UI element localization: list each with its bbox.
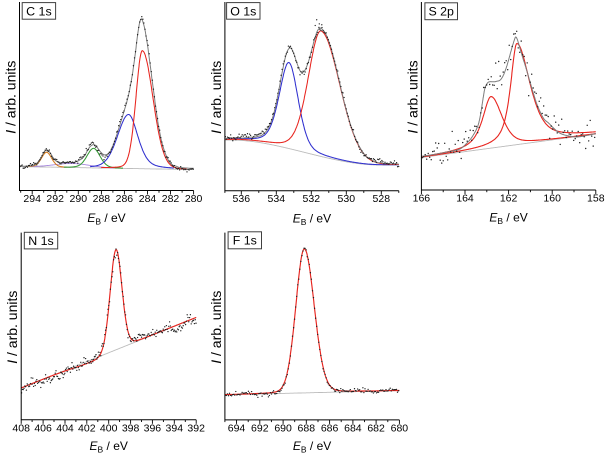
svg-text:686: 686 <box>321 422 339 434</box>
svg-text:694: 694 <box>228 422 246 434</box>
svg-text:290: 290 <box>70 193 88 205</box>
svg-text:EB / eV: EB / eV <box>489 211 527 227</box>
svg-text:692: 692 <box>251 422 269 434</box>
svg-text:O 1s: O 1s <box>230 4 256 18</box>
svg-text:528: 528 <box>373 193 391 205</box>
svg-text:166: 166 <box>413 193 431 205</box>
svg-text:I / arb. units: I / arb. units <box>3 61 19 134</box>
svg-text:I / arb. units: I / arb. units <box>208 291 224 364</box>
svg-text:282: 282 <box>162 193 180 205</box>
svg-text:284: 284 <box>139 193 157 205</box>
svg-text:398: 398 <box>122 422 140 434</box>
svg-text:690: 690 <box>274 422 292 434</box>
svg-text:160: 160 <box>543 193 561 205</box>
svg-text:I / arb. units: I / arb. units <box>404 60 420 133</box>
svg-text:288: 288 <box>93 193 111 205</box>
svg-text:530: 530 <box>338 193 356 205</box>
svg-text:164: 164 <box>456 193 474 205</box>
svg-text:400: 400 <box>100 422 118 434</box>
svg-text:404: 404 <box>56 422 74 434</box>
svg-text:EB / eV: EB / eV <box>293 439 331 455</box>
svg-text:294: 294 <box>23 193 41 205</box>
svg-text:534: 534 <box>268 193 286 205</box>
svg-text:I / arb. units: I / arb. units <box>4 291 20 364</box>
svg-text:EB / eV: EB / eV <box>87 211 125 227</box>
svg-text:532: 532 <box>303 193 321 205</box>
svg-text:680: 680 <box>391 422 409 434</box>
svg-text:F 1s: F 1s <box>233 234 257 248</box>
svg-text:536: 536 <box>233 193 251 205</box>
svg-text:688: 688 <box>298 422 316 434</box>
svg-text:396: 396 <box>144 422 162 434</box>
svg-text:292: 292 <box>46 193 64 205</box>
svg-text:682: 682 <box>367 422 385 434</box>
svg-text:EB / eV: EB / eV <box>90 439 128 455</box>
svg-text:162: 162 <box>500 193 518 205</box>
svg-text:N 1s: N 1s <box>28 234 53 248</box>
svg-text:406: 406 <box>34 422 52 434</box>
svg-text:402: 402 <box>78 422 96 434</box>
svg-text:C 1s: C 1s <box>26 4 51 18</box>
svg-text:158: 158 <box>587 193 605 205</box>
svg-text:S 2p: S 2p <box>428 5 454 19</box>
svg-text:280: 280 <box>185 193 203 205</box>
svg-text:286: 286 <box>116 193 134 205</box>
svg-text:394: 394 <box>166 422 184 434</box>
svg-text:408: 408 <box>12 422 30 434</box>
svg-text:684: 684 <box>344 422 362 434</box>
svg-text:EB / eV: EB / eV <box>293 211 331 227</box>
svg-text:I / arb. units: I / arb. units <box>208 61 224 134</box>
svg-text:392: 392 <box>187 422 205 434</box>
